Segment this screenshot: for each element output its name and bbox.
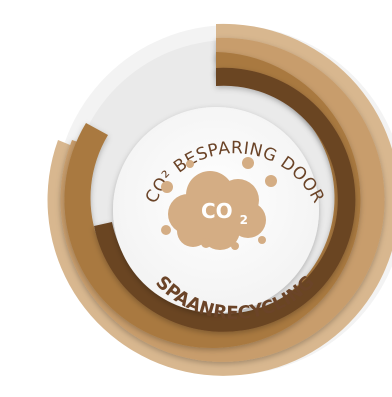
cloud-label: CO 2 [201, 199, 248, 227]
cloud-subscript: 2 [240, 213, 248, 227]
co2-cloud-icon [161, 157, 277, 250]
